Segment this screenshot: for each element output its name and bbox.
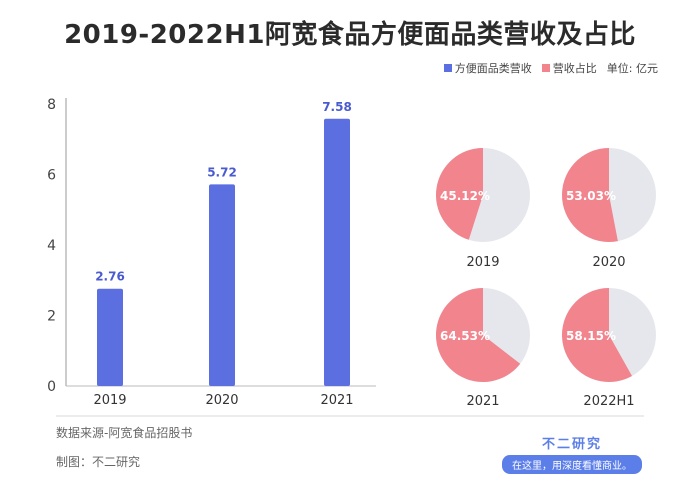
- unit-label: 单位: 亿元: [606, 62, 658, 75]
- legend-item-revenue: 方便面品类营收: [443, 60, 532, 76]
- y-tick-label: 0: [47, 379, 56, 395]
- pie-value-label: 53.03%: [566, 189, 616, 203]
- y-tick-label: 6: [47, 168, 56, 184]
- bar: [97, 288, 123, 386]
- brand-slogan: 在这里，用深度看懂商业。: [502, 455, 642, 474]
- bar: [324, 118, 350, 387]
- legend-label-revenue: 方便面品类营收: [454, 62, 532, 75]
- x-tick-label: 2019: [93, 393, 126, 408]
- x-tick-label: 2020: [205, 393, 238, 408]
- pie-category-label: 2022H1: [583, 394, 634, 409]
- pie-category-label: 2021: [466, 394, 499, 409]
- y-tick-label: 4: [47, 238, 56, 254]
- y-tick-label: 8: [47, 97, 56, 113]
- brand-name: 不二研究: [541, 437, 602, 452]
- pie-value-label: 58.15%: [566, 329, 616, 343]
- pie-category-label: 2020: [592, 255, 625, 270]
- chart-maker: 制图：不二研究: [56, 455, 141, 469]
- pie-category-label: 2019: [466, 255, 499, 270]
- pie-value-label: 64.53%: [440, 329, 490, 343]
- pie-slice-share: [562, 288, 633, 382]
- bar-value-label: 7.58: [322, 100, 352, 114]
- data-source: 数据来源-阿宽食品招股书: [56, 426, 193, 440]
- pie-slice-share: [436, 148, 483, 240]
- legend: 方便面品类营收 营收占比 单位: 亿元: [443, 60, 658, 76]
- chart-title: 2019-2022H1阿宽食品方便面品类营收及占比: [64, 20, 636, 50]
- brand-logo: 不二研究 在这里，用深度看懂商业。: [502, 433, 642, 474]
- bar-value-label: 5.72: [207, 165, 237, 179]
- legend-item-share: 营收占比: [541, 60, 597, 76]
- legend-swatch-revenue: [443, 64, 452, 72]
- x-tick-label: 2021: [320, 393, 353, 408]
- legend-swatch-share: [541, 64, 550, 72]
- pie-value-label: 45.12%: [440, 189, 490, 203]
- bar: [209, 184, 235, 386]
- bar-value-label: 2.76: [95, 270, 125, 284]
- y-tick-label: 2: [47, 309, 56, 325]
- pie-slice-share: [436, 288, 521, 382]
- legend-label-share: 营收占比: [552, 62, 597, 75]
- pie-slice-share: [562, 148, 618, 242]
